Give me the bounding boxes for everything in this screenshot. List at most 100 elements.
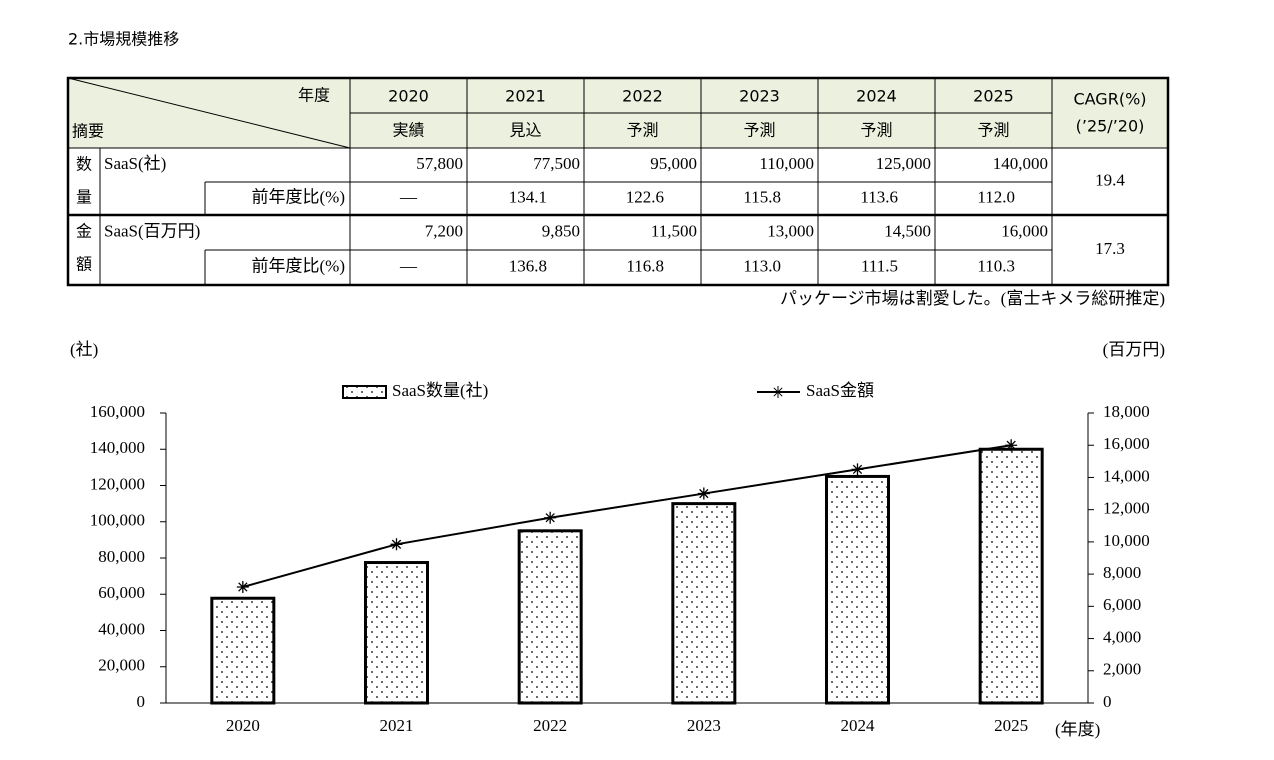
- bar: [978, 447, 1044, 705]
- row-name: SaaS(社): [104, 154, 166, 173]
- cell-value: 112.0: [977, 187, 1015, 206]
- cell-value: 110.3: [977, 256, 1015, 275]
- cell-value: 115.8: [743, 187, 781, 206]
- line: [242, 444, 1012, 588]
- y2-tick-label: 16,000: [1103, 434, 1150, 453]
- bar: [825, 474, 890, 705]
- cell-value: 9,850: [542, 221, 580, 240]
- x-axis-label: (年度): [1055, 720, 1100, 739]
- year-header: 2022: [622, 87, 663, 106]
- x-tick-label: 2021: [380, 716, 414, 735]
- y2-tick-label: 0: [1103, 692, 1112, 711]
- line-marker: [544, 511, 557, 524]
- y2-tick-label: 6,000: [1103, 595, 1141, 614]
- line-marker: [390, 538, 403, 551]
- x-tick-label: 2023: [687, 716, 721, 735]
- year-header: 2021: [505, 87, 546, 106]
- cell-value: 111.5: [861, 256, 898, 275]
- status-header: 実績: [392, 121, 424, 140]
- cell-value: 125,000: [876, 154, 931, 173]
- x-tick-label: 2022: [533, 716, 567, 735]
- bar: [210, 596, 276, 705]
- bar: [364, 561, 429, 705]
- legend-label: SaaS数量(社): [392, 381, 488, 400]
- y-axis-label: (社): [70, 340, 98, 359]
- group-label: 数: [76, 155, 92, 174]
- cagr-header: CAGR(%): [1073, 90, 1146, 109]
- cell-value: 77,500: [533, 154, 580, 173]
- y-tick-label: 100,000: [90, 511, 145, 530]
- cell-value: 7,200: [425, 221, 463, 240]
- year-header: 2023: [739, 87, 780, 106]
- row-name: 前年度比(%): [252, 187, 345, 206]
- x-tick-label: 2025: [994, 716, 1028, 735]
- year-header: 2020: [388, 87, 429, 106]
- year-header: 2025: [973, 87, 1014, 106]
- cagr-value: 19.4: [1095, 170, 1125, 189]
- y2-tick-label: 18,000: [1103, 402, 1150, 421]
- cell-value: 113.0: [743, 256, 781, 275]
- cell-value: 113.6: [860, 187, 898, 206]
- cell-value: 95,000: [650, 154, 697, 173]
- cagr-value: 17.3: [1095, 239, 1125, 258]
- status-header: 見込: [509, 121, 541, 140]
- legend-swatch: [772, 386, 784, 398]
- group-label: 金: [76, 222, 92, 241]
- y2-tick-label: 8,000: [1103, 563, 1141, 582]
- cell-value: 110,000: [759, 154, 814, 173]
- y-tick-label: 140,000: [90, 438, 145, 457]
- y-tick-label: 160,000: [90, 402, 145, 421]
- cell-value: 11,500: [651, 221, 697, 240]
- x-tick-label: 2024: [841, 716, 876, 735]
- cell-value: 140,000: [993, 154, 1048, 173]
- y-tick-label: 80,000: [98, 547, 145, 566]
- status-header: 予測: [860, 121, 892, 140]
- y2-tick-label: 14,000: [1103, 466, 1150, 485]
- cell-value: 122.6: [626, 187, 664, 206]
- cell-value: 134.1: [509, 187, 547, 206]
- y-tick-label: 0: [137, 692, 146, 711]
- bar: [517, 529, 583, 705]
- legend-label: SaaS金額: [806, 381, 874, 400]
- year-header: 2024: [856, 87, 897, 106]
- y2-tick-label: 2,000: [1103, 660, 1141, 679]
- status-header: 予測: [743, 121, 775, 140]
- heading: 2.市場規模推移: [68, 30, 179, 49]
- table-border: [66, 76, 1170, 287]
- y-tick-label: 40,000: [98, 619, 145, 638]
- row-name: 前年度比(%): [252, 256, 345, 275]
- status-header: 予測: [977, 121, 1009, 140]
- y-tick-label: 20,000: [98, 656, 145, 675]
- cell-value: 136.8: [509, 256, 547, 275]
- bar: [671, 502, 737, 705]
- group-label: 量: [76, 188, 92, 207]
- legend-swatch: [342, 385, 387, 399]
- status-header: 予測: [626, 121, 658, 140]
- cell-value: 116.8: [626, 256, 664, 275]
- cell-value: 13,000: [767, 221, 814, 240]
- cell-value: —: [399, 187, 418, 206]
- cell-value: —: [399, 256, 418, 275]
- y-tick-label: 120,000: [90, 474, 145, 493]
- line-marker: [851, 463, 864, 476]
- cell-value: 16,000: [1001, 221, 1048, 240]
- y-tick-label: 60,000: [98, 583, 145, 602]
- x-tick-label: 2020: [226, 716, 260, 735]
- line-marker: [236, 581, 249, 593]
- group-label: 額: [76, 255, 92, 274]
- cell-value: 14,500: [884, 221, 931, 240]
- corner-bottom: 摘要: [72, 122, 104, 141]
- table-rule: [67, 77, 351, 149]
- row-name: SaaS(百万円): [104, 221, 200, 240]
- note: パッケージ市場は割愛した。(富士キメラ総研推定): [780, 289, 1165, 308]
- cagr-header: (’25/’20): [1076, 117, 1145, 136]
- y2-axis-label: (百万円): [1103, 340, 1165, 359]
- line-marker: [1005, 439, 1018, 452]
- y2-tick-label: 12,000: [1103, 499, 1150, 518]
- line-marker: [697, 487, 710, 500]
- cell-value: 57,800: [416, 154, 463, 173]
- y2-tick-label: 4,000: [1103, 627, 1141, 646]
- corner-top: 年度: [298, 86, 330, 105]
